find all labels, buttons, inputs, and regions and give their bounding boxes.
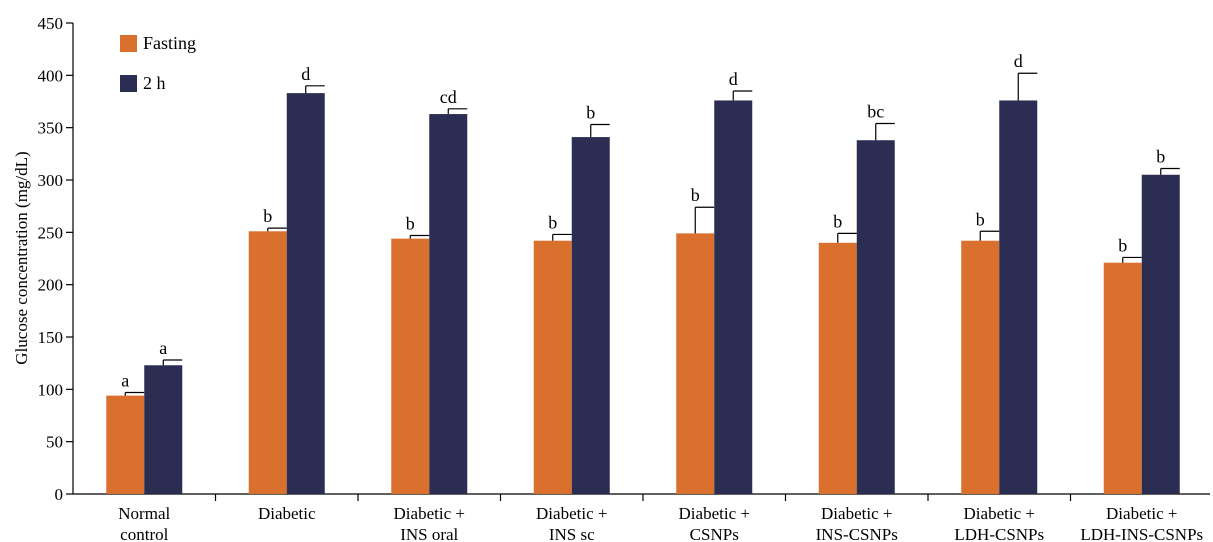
axes: 0 50 100 150 200 250 300 350 400 450 Normal control…	[38, 14, 1210, 542]
bar-fasting	[676, 233, 715, 494]
significance-label: b	[586, 103, 595, 123]
bars: a b b b b b b b a d cd b d bc d b	[106, 51, 1180, 495]
bar-2h	[571, 137, 610, 494]
bar-2h	[856, 140, 895, 494]
x-category-label: Diabetic +	[964, 504, 1035, 523]
significance-label: cd	[440, 87, 457, 107]
bar-2h	[999, 100, 1038, 494]
significance-label: a	[159, 338, 167, 358]
x-category-label: CSNPs	[690, 525, 739, 542]
y-tick-label: 400	[38, 66, 64, 85]
y-tick-label: 0	[55, 485, 64, 504]
bar-2h	[286, 93, 325, 495]
significance-label: d	[1014, 51, 1023, 71]
y-axis-title: Glucose concentration (mg/dL)	[12, 151, 31, 364]
x-category-label: control	[120, 525, 168, 542]
x-category-label: INS sc	[549, 525, 595, 542]
significance-label: d	[729, 69, 738, 89]
y-tick-label: 350	[38, 119, 64, 138]
significance-label: b	[833, 211, 842, 231]
x-category-label: Diabetic +	[1106, 504, 1177, 523]
bar-2h	[714, 100, 753, 494]
legend-swatch-2h	[120, 75, 137, 92]
significance-label: b	[263, 206, 272, 226]
significance-label: b	[406, 213, 415, 233]
y-tick-label: 300	[38, 171, 64, 190]
y-tick-label: 450	[38, 14, 64, 33]
bar-2h	[144, 365, 183, 494]
x-category-label: INS oral	[400, 525, 458, 542]
legend: Fasting 2 h	[120, 33, 196, 93]
bar-fasting	[961, 240, 1000, 494]
y-tick-label: 100	[38, 380, 64, 399]
bar-2h	[429, 114, 468, 494]
significance-label: d	[301, 64, 310, 84]
significance-label: b	[976, 209, 985, 229]
significance-label: a	[121, 370, 129, 390]
legend-swatch-fasting	[120, 35, 137, 52]
legend-label-fasting: Fasting	[143, 33, 196, 53]
x-category-label: Diabetic	[258, 504, 316, 523]
significance-label: b	[691, 185, 700, 205]
x-category-label: Normal	[118, 504, 170, 523]
significance-label: bc	[867, 101, 884, 121]
y-tick-label: 200	[38, 276, 64, 295]
significance-label: b	[1156, 146, 1165, 166]
bar-fasting	[248, 231, 287, 494]
x-category-label: INS-CSNPs	[816, 525, 898, 542]
x-category-label: Diabetic +	[821, 504, 892, 523]
x-category-label: Diabetic +	[394, 504, 465, 523]
bar-fasting	[106, 395, 145, 494]
bar-fasting	[391, 238, 430, 494]
bar-2h	[1141, 174, 1180, 494]
x-category-label: LDH-CSNPs	[954, 525, 1044, 542]
bar-fasting	[1103, 262, 1142, 494]
y-tick-label: 250	[38, 223, 64, 242]
significance-label: b	[548, 212, 557, 232]
x-category-label: Diabetic +	[679, 504, 750, 523]
bar-fasting	[818, 242, 857, 494]
significance-label: b	[1118, 235, 1127, 255]
x-category-label: LDH-INS-CSNPs	[1080, 525, 1203, 542]
y-tick-label: 150	[38, 328, 64, 347]
bar-fasting	[533, 240, 572, 494]
x-category-label: Diabetic +	[536, 504, 607, 523]
legend-label-2h: 2 h	[143, 73, 166, 93]
y-tick-label: 50	[46, 433, 63, 452]
